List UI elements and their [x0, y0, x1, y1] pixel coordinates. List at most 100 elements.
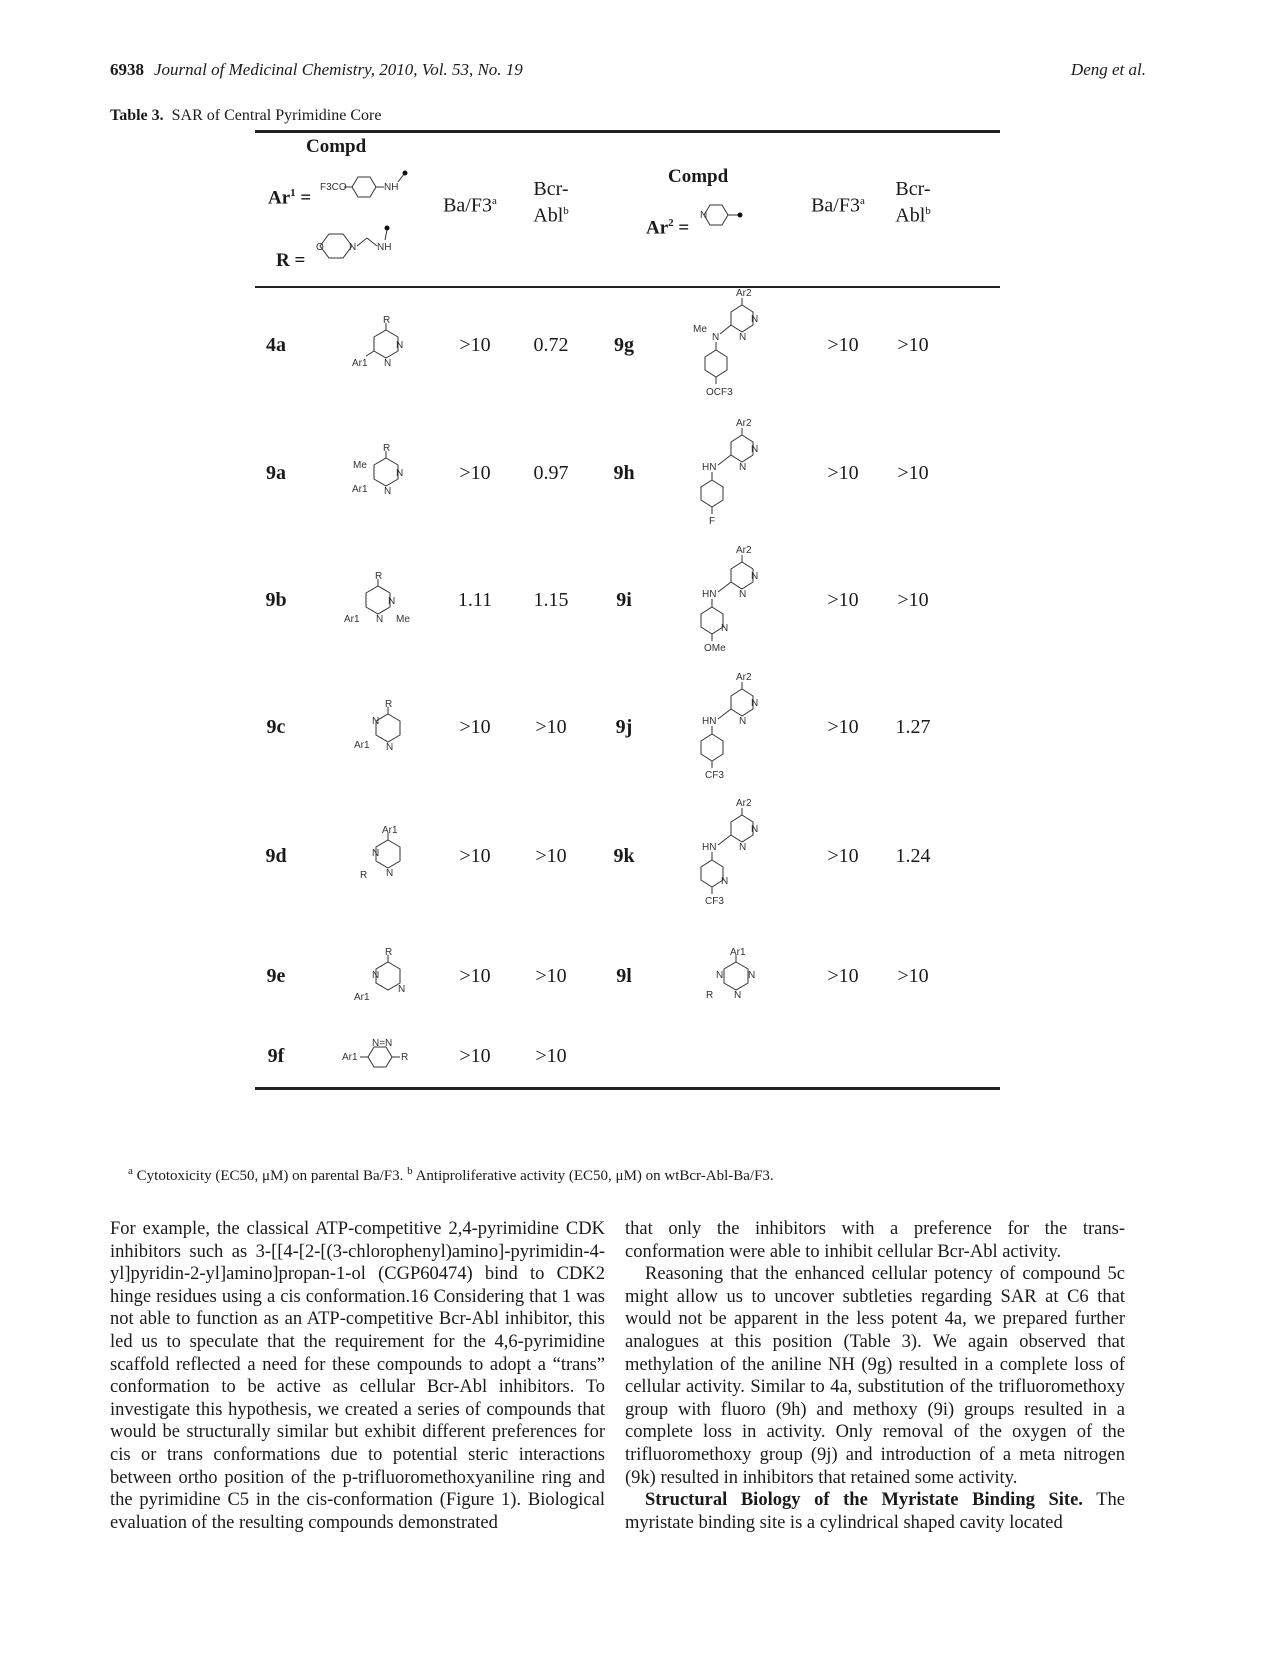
structure-9j: Ar2 N N HN CF3 — [700, 672, 758, 781]
baf3-value: >10 — [459, 462, 491, 484]
svg-text:HN: HN — [702, 589, 716, 600]
r-structure: O N NH — [316, 225, 391, 259]
compound-id: 9i — [616, 589, 632, 611]
svg-text:R: R — [360, 870, 367, 881]
svg-text:N: N — [398, 984, 405, 995]
bcrabl-value: 1.15 — [533, 589, 569, 611]
bcrabl-value: >10 — [535, 845, 567, 867]
svg-text:N: N — [386, 742, 393, 753]
structure-9f: Ar1 N=N R — [342, 1038, 408, 1068]
r-o-text: O — [316, 242, 324, 253]
bcrabl-value: >10 — [897, 589, 929, 611]
bcrabl-value: >10 — [535, 1045, 567, 1067]
bcrabl-value: 1.27 — [895, 716, 931, 738]
table-top-rule — [255, 130, 1000, 133]
col-bcrabl-right: Bcr- Ablb — [895, 178, 931, 227]
svg-text:N: N — [751, 571, 758, 582]
bcrabl-value: >10 — [535, 716, 567, 738]
svg-text:Ar1: Ar1 — [730, 948, 746, 958]
compound-id: 9a — [266, 462, 286, 484]
svg-text:Ar1: Ar1 — [354, 992, 370, 1003]
svg-text:R: R — [385, 948, 392, 958]
svg-text:Ar1: Ar1 — [352, 484, 368, 495]
ar1-label: Ar1 = — [268, 187, 312, 209]
compound-id: 4a — [266, 334, 286, 356]
table-footnote: a Cytotoxicity (EC50, μM) on parental Ba… — [128, 1165, 774, 1184]
left-compd-header: Compd — [306, 136, 367, 157]
svg-text:OMe: OMe — [704, 643, 726, 654]
svg-text:N: N — [372, 848, 379, 859]
structure-9b: R N N Me Ar1 — [344, 572, 410, 625]
structure-9h: Ar2 N N HN F — [700, 418, 758, 527]
svg-text:Me: Me — [693, 324, 707, 335]
r-n-text: N — [349, 242, 356, 253]
svg-text:N: N — [739, 589, 746, 600]
svg-text:N: N — [748, 970, 755, 981]
bcrabl-value: >10 — [897, 334, 929, 356]
svg-text:Ar1: Ar1 — [342, 1052, 358, 1063]
svg-text:N: N — [384, 358, 391, 369]
compound-id: 9e — [266, 965, 286, 987]
svg-text:Ar1: Ar1 — [352, 358, 368, 369]
structure-9g: Ar2 N N Me N OCF3 — [693, 288, 758, 398]
svg-text:N: N — [396, 468, 403, 479]
svg-text:R: R — [375, 572, 382, 582]
svg-text:Me: Me — [353, 460, 367, 471]
svg-text:N: N — [751, 698, 758, 709]
baf3-value: >10 — [459, 845, 491, 867]
ar2-n-text: N — [700, 210, 707, 221]
running-header-left: 6938 Journal of Medicinal Chemistry, 2010… — [110, 60, 523, 80]
svg-text:N: N — [721, 623, 728, 634]
svg-text:OCF3: OCF3 — [706, 387, 733, 398]
svg-text:N: N — [388, 596, 395, 607]
svg-text:N: N — [739, 842, 746, 853]
svg-text:HN: HN — [702, 716, 716, 727]
svg-text:Ar2: Ar2 — [736, 798, 752, 809]
svg-text:F: F — [709, 516, 715, 527]
ar2-structure: N — [700, 204, 743, 226]
bcrabl-value: >10 — [897, 462, 929, 484]
svg-text:HN: HN — [702, 842, 716, 853]
svg-text:N: N — [712, 332, 719, 343]
ar1-f3co-text: F3CO — [320, 182, 347, 193]
svg-text:Ar2: Ar2 — [736, 545, 752, 556]
structure-9l: Ar1 N N N R — [706, 948, 755, 1001]
compound-id: 9g — [614, 334, 634, 356]
structure-9i: Ar2 N N HN N OMe — [700, 545, 758, 654]
baf3-value: >10 — [827, 462, 859, 484]
body-right-column: that only the inhibitors with a preferen… — [625, 1218, 1125, 1534]
svg-text:N: N — [751, 444, 758, 455]
svg-text:N: N — [721, 876, 728, 887]
ar1-structure: F3CO NH — [320, 170, 408, 198]
baf3-value: >10 — [827, 965, 859, 987]
compound-id: 9f — [267, 1045, 285, 1067]
svg-text:Ar1: Ar1 — [344, 614, 360, 625]
svg-text:N: N — [376, 614, 383, 625]
structure-9d: Ar1 N N R — [360, 826, 401, 881]
bcrabl-value: 1.24 — [895, 845, 931, 867]
ar1-nh-text: NH — [384, 182, 398, 193]
svg-text:Ar2: Ar2 — [736, 288, 752, 299]
svg-text:N: N — [751, 824, 758, 835]
structure-9k: Ar2 N N HN N CF3 — [700, 798, 758, 907]
body-left-column: For example, the classical ATP-competiti… — [110, 1218, 605, 1534]
svg-text:N: N — [751, 314, 758, 325]
baf3-value: >10 — [827, 589, 859, 611]
svg-text:Ar1: Ar1 — [354, 740, 370, 751]
table-bottom-rule — [255, 1087, 1000, 1090]
r-label: R = — [276, 250, 306, 271]
bcrabl-value: 0.72 — [533, 334, 569, 356]
svg-text:N: N — [372, 970, 379, 981]
bcrabl-value: 0.97 — [533, 462, 569, 484]
compound-id: 9l — [616, 965, 632, 987]
compound-id: 9b — [265, 589, 287, 611]
journal-citation: Journal of Medicinal Chemistry, 2010, Vo… — [154, 60, 523, 79]
svg-text:CF3: CF3 — [705, 896, 724, 907]
body-paragraph: For example, the classical ATP-competiti… — [110, 1219, 605, 1533]
svg-text:N: N — [734, 990, 741, 1001]
svg-text:N: N — [716, 970, 723, 981]
table-caption: Table 3. SAR of Central Pyrimidine Core — [110, 107, 381, 125]
baf3-value: >10 — [827, 845, 859, 867]
svg-text:N=N: N=N — [372, 1038, 392, 1049]
svg-text:N: N — [386, 868, 393, 879]
